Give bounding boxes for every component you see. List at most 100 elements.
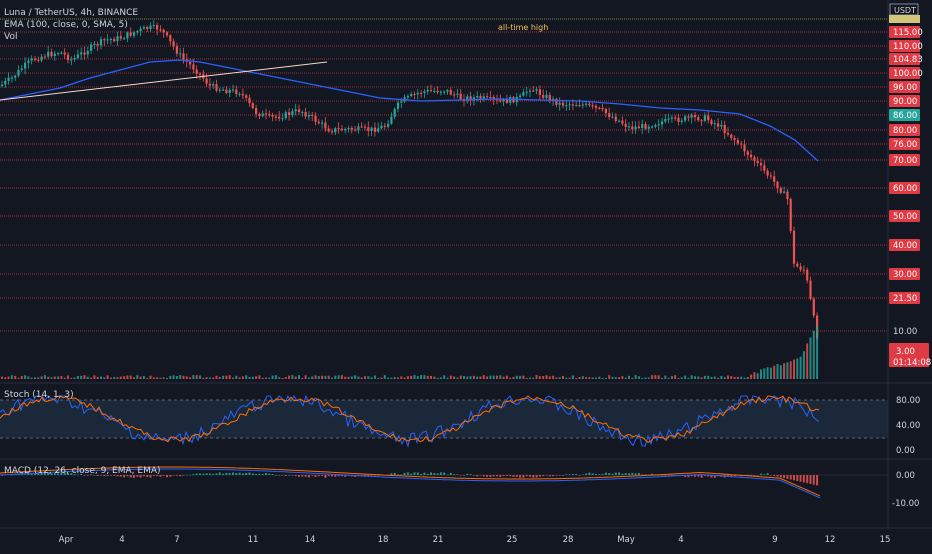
time-label: 25	[507, 535, 518, 545]
candle-body	[50, 51, 53, 57]
candle-body	[33, 58, 37, 60]
macd-hist-bar	[10, 474, 13, 476]
candle-body	[172, 41, 175, 47]
volume-bar	[60, 376, 63, 379]
macd-hist-bar	[700, 475, 703, 478]
price-badge	[889, 26, 920, 38]
volume-bar	[271, 375, 274, 379]
volume-bar	[542, 376, 545, 379]
candle-body	[670, 117, 673, 119]
volume-bar	[347, 376, 350, 379]
candle-body	[40, 56, 43, 61]
macd-hist-bar	[47, 472, 50, 475]
volume-bar	[776, 363, 779, 379]
macd-hist-bar	[337, 475, 340, 477]
price-badge	[889, 154, 920, 166]
candle-body	[492, 97, 495, 100]
time-label: 18	[378, 535, 389, 545]
price-badge	[889, 239, 920, 251]
time-label: 4	[119, 535, 124, 545]
volume-bar	[717, 377, 720, 379]
volume-bar	[746, 376, 749, 379]
candle-body	[674, 117, 677, 119]
candle-body	[113, 39, 116, 42]
macd-hist-bar	[750, 474, 753, 476]
candle-body	[466, 96, 469, 101]
macd-hist-bar	[637, 472, 640, 475]
macd-hist-bar	[208, 473, 211, 475]
candle-body	[769, 175, 772, 177]
candle-body	[360, 126, 363, 128]
macd-hist-bar	[568, 474, 571, 475]
volume-bar	[680, 377, 683, 379]
volume-bar	[558, 377, 561, 379]
volume-bar	[235, 375, 238, 379]
price-label: 21.50	[893, 294, 917, 304]
volume-bar	[377, 377, 380, 379]
macd-hist-bar	[766, 473, 769, 475]
volume-bar	[736, 376, 739, 379]
candle-body	[713, 123, 716, 125]
volume-bar	[298, 375, 300, 379]
volume-bar	[568, 377, 571, 379]
price-badge	[889, 53, 920, 65]
volume-bar	[317, 376, 320, 379]
candle-body	[598, 107, 601, 109]
current-price-badge	[889, 343, 929, 367]
candle-body	[288, 112, 291, 115]
macd-hist-bar	[327, 475, 330, 477]
price-badge	[889, 67, 920, 79]
macd-hist-bar	[304, 475, 307, 477]
candle-body	[354, 129, 357, 131]
price-label: 80.00	[893, 126, 917, 136]
volume-bar	[373, 375, 376, 379]
volume-bar	[14, 375, 17, 379]
volume-bar	[703, 375, 706, 379]
candle-body	[726, 132, 730, 135]
candle-body	[700, 120, 703, 122]
candle-body	[525, 91, 528, 93]
volume-bar	[684, 375, 687, 379]
candle-body	[693, 115, 697, 118]
candle-body	[169, 35, 172, 42]
volume-bar	[251, 376, 254, 379]
candle-body	[383, 125, 386, 127]
volume-bar	[423, 375, 426, 379]
macd-hist-bar	[218, 472, 221, 475]
macd-hist-bar	[453, 474, 456, 475]
macd-hist-bar	[195, 473, 198, 475]
macd-hist-bar	[601, 474, 604, 475]
volume-bar	[581, 376, 584, 379]
candle-body	[271, 114, 274, 117]
volume-bar	[644, 377, 647, 379]
candle-body	[195, 69, 198, 74]
currency-label: USDT	[894, 6, 916, 15]
volume-bar	[479, 376, 482, 379]
candle-body	[423, 91, 426, 93]
candle-body	[83, 52, 86, 55]
candle-body	[509, 97, 512, 103]
candle-body	[123, 38, 126, 40]
volume-bar	[459, 375, 462, 379]
candle-body	[561, 102, 565, 106]
volume-bar	[100, 376, 102, 379]
macd-hist-bar	[340, 475, 343, 477]
volume-bar	[783, 363, 786, 379]
volume-bar	[109, 377, 112, 379]
time-label: 11	[248, 535, 259, 545]
stoch-axis-label: 80.00	[896, 396, 920, 406]
volume-bar	[179, 375, 182, 379]
candle-body	[307, 114, 310, 117]
macd-hist-bar	[109, 475, 112, 476]
volume-bar	[311, 376, 314, 379]
macd-hist-bar	[542, 475, 545, 477]
candle-body	[10, 77, 13, 79]
candle-body	[443, 91, 446, 93]
volume-bar	[337, 375, 340, 379]
candle-body	[314, 115, 317, 122]
volume-bar	[740, 376, 743, 379]
macd-hist-bar	[24, 474, 27, 476]
candle-body	[103, 39, 106, 41]
